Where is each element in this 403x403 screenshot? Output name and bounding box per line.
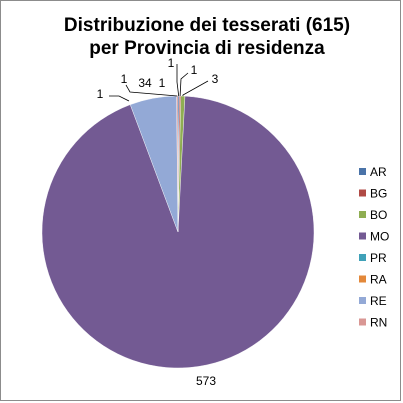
legend-label-re: RE	[370, 294, 387, 308]
legend-item-pr: PR	[359, 251, 387, 265]
legend-swatch-re	[359, 297, 366, 304]
legend-swatch-pr	[359, 254, 366, 261]
leader-rn	[125, 84, 178, 97]
legend-swatch-rn	[359, 318, 366, 326]
pie-slices	[41, 95, 315, 369]
legend-item-ra: RA	[359, 273, 387, 287]
legend-label-bg: BG	[370, 187, 387, 201]
data-label-ar: 1	[168, 56, 175, 70]
data-label-extra-2: 1	[159, 76, 166, 90]
data-label-rn: 1	[121, 72, 128, 86]
legend-swatch-bg	[359, 189, 366, 197]
leader-bo	[182, 80, 209, 97]
chart-title-line1: Distribuzione dei tesserati (615)	[64, 15, 350, 36]
legend-label-mo: MO	[370, 230, 389, 244]
legend-label-ar: AR	[370, 165, 387, 179]
legend-swatch-ra	[359, 275, 366, 283]
legend: AR BG BO MO PR RA RE RN	[359, 165, 389, 330]
data-label-mo: 573	[196, 374, 216, 388]
legend-swatch-mo	[359, 232, 366, 240]
legend-item-ar: AR	[359, 165, 387, 179]
legend-swatch-bo	[359, 211, 366, 218]
legend-item-mo: MO	[359, 230, 389, 244]
legend-label-ra: RA	[370, 273, 387, 287]
legend-swatch-ar	[359, 168, 366, 175]
legend-item-re: RE	[359, 294, 387, 308]
legend-item-bg: BG	[359, 187, 387, 201]
legend-label-bo: BO	[370, 208, 387, 222]
legend-item-rn: RN	[359, 316, 387, 330]
legend-item-bo: BO	[359, 208, 387, 222]
leader-extra-1	[109, 95, 130, 102]
data-label-extra-1: 1	[97, 87, 104, 101]
slice-mo	[41, 95, 315, 369]
data-label-bo: 3	[212, 72, 219, 86]
legend-label-pr: PR	[370, 251, 387, 265]
data-label-re: 34	[138, 76, 152, 90]
legend-label-rn: RN	[370, 316, 387, 330]
data-label-bg: 1	[191, 63, 198, 77]
leader-bg	[179, 72, 189, 97]
chart-title-line2: per Provincia di residenza	[89, 38, 325, 59]
leader-ar	[176, 64, 180, 97]
